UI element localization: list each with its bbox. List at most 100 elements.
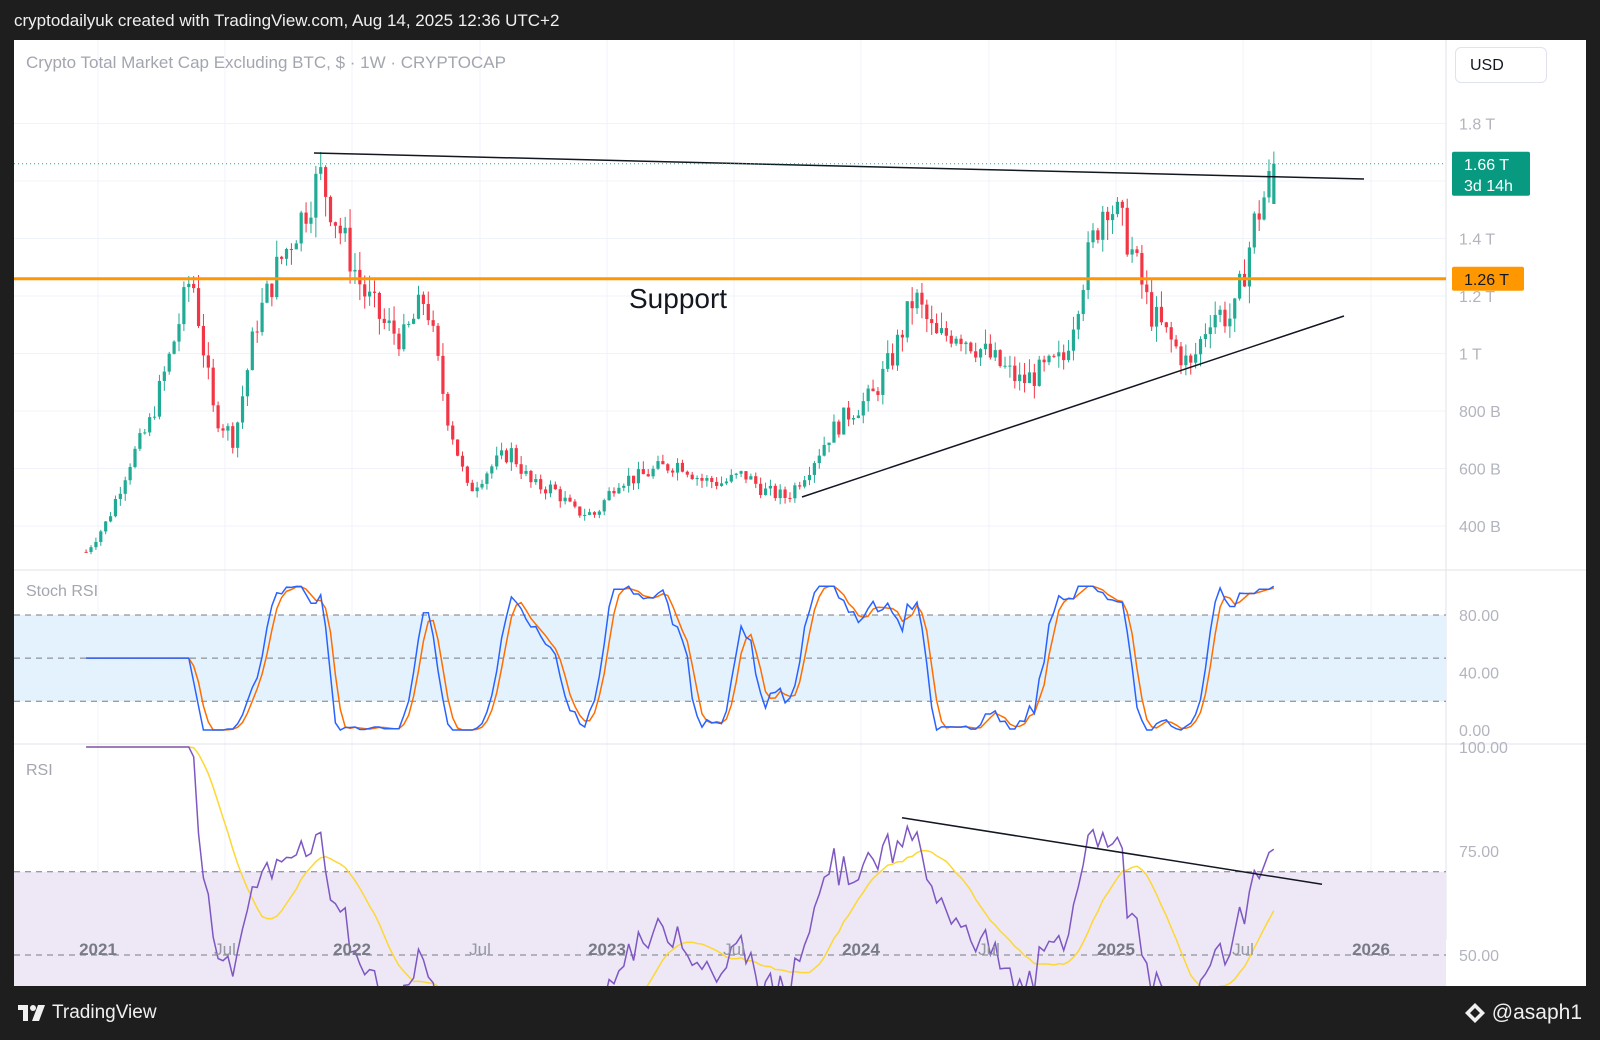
candle-body <box>700 477 704 481</box>
candle-up <box>182 281 186 332</box>
candle-down <box>1145 270 1149 305</box>
rsi-tick-label: 100.00 <box>1459 740 1508 757</box>
candle-up <box>524 464 528 477</box>
candle-body <box>1267 171 1271 198</box>
candle-up <box>763 482 768 496</box>
candle-body <box>617 487 621 494</box>
candle-body <box>646 474 650 477</box>
candle-down <box>1135 246 1139 257</box>
candle-body <box>407 323 411 325</box>
candle-body <box>343 227 347 234</box>
candle-body <box>871 388 875 392</box>
candle-body <box>578 506 582 516</box>
candle-up <box>495 446 499 470</box>
candle-down <box>270 283 274 307</box>
candle-body <box>592 512 597 515</box>
candle-up <box>104 520 108 535</box>
candle-body <box>1096 230 1100 240</box>
candle-body <box>470 482 474 492</box>
currency-button[interactable]: USD <box>1455 47 1547 83</box>
candle-down <box>1096 227 1100 244</box>
candle-body <box>734 473 738 475</box>
candle-body <box>1022 374 1027 384</box>
candle-up <box>143 428 147 435</box>
candle-body <box>1081 290 1085 315</box>
chart-panel[interactable]: 400 B 600 B 800 B 1 T 1.2 T 1.4 T 1.8 T Support… <box>14 40 1586 986</box>
candle-body <box>499 450 504 456</box>
candle-down <box>304 202 308 233</box>
candle-body <box>480 483 484 488</box>
candle-body <box>807 474 812 481</box>
candle-body <box>441 355 445 394</box>
candle-body <box>573 501 577 507</box>
candle-body <box>265 283 269 303</box>
candle-body <box>1208 327 1212 335</box>
candle-up <box>1238 270 1242 301</box>
candle-up <box>822 436 826 457</box>
candle-down <box>910 287 914 325</box>
candle-body <box>509 448 513 463</box>
rsi-ma-line <box>86 746 1275 986</box>
candle-body <box>260 302 264 333</box>
candle-body <box>915 292 919 309</box>
candle-down <box>710 475 714 489</box>
candle-body <box>216 405 220 429</box>
candle-down <box>573 499 577 509</box>
candle-body <box>397 333 401 350</box>
support-price-badge <box>1452 266 1524 291</box>
candle-body <box>284 249 289 259</box>
candle-body <box>856 415 860 418</box>
candle-body <box>651 468 655 477</box>
candle-down <box>920 282 924 319</box>
candle-up <box>260 288 264 336</box>
candle-body <box>402 324 406 350</box>
candle-up <box>275 240 279 300</box>
candle-down <box>700 473 704 488</box>
candle-body <box>803 480 807 487</box>
candle-body <box>636 469 641 484</box>
tradingview-logo[interactable]: TradingView <box>18 1002 157 1024</box>
stoch-tick-label: 40.00 <box>1459 666 1499 683</box>
candle-up <box>108 512 113 523</box>
candle-up <box>402 313 406 352</box>
candle-up <box>749 473 753 480</box>
candle-up <box>152 406 157 420</box>
candle-body <box>959 338 963 345</box>
candle-up <box>226 423 230 441</box>
candle-down <box>969 341 973 354</box>
candle-body <box>710 477 714 482</box>
candle-up <box>851 415 856 425</box>
price-tick-label: 600 B <box>1459 462 1501 479</box>
candle-down <box>382 308 386 330</box>
price-tick-label: 1.8 T <box>1459 117 1495 134</box>
candle-up <box>1101 205 1105 252</box>
candle-body <box>675 462 680 473</box>
candle-body <box>412 318 416 324</box>
time-tick-label: 2022 <box>333 940 371 959</box>
candle-body <box>387 320 391 324</box>
candle-up <box>250 327 254 371</box>
candle-body <box>421 294 425 304</box>
candle-down <box>1140 244 1144 299</box>
candle-down <box>1022 362 1027 393</box>
candle-down <box>451 421 455 445</box>
candle-up <box>548 480 553 498</box>
candle-down <box>930 305 934 335</box>
candle-body <box>157 380 162 417</box>
chart-canvas[interactable]: 400 B 600 B 800 B 1 T 1.2 T 1.4 T 1.8 T Support… <box>14 40 1586 986</box>
candle-up <box>1130 236 1134 263</box>
candle-up <box>407 321 411 328</box>
candle-body <box>597 511 601 515</box>
support-annotation: Support <box>629 283 727 314</box>
candle-down <box>998 349 1002 368</box>
candle-body <box>270 283 274 298</box>
candle-body <box>680 462 685 472</box>
candle-body <box>690 474 694 480</box>
candle-down <box>558 486 562 508</box>
candle-body <box>382 318 386 324</box>
candle-up <box>509 442 513 471</box>
rsi-tick-label: 50.00 <box>1459 948 1499 965</box>
candle-up <box>138 428 142 452</box>
candle-body <box>236 422 240 448</box>
candle-body <box>622 485 626 488</box>
